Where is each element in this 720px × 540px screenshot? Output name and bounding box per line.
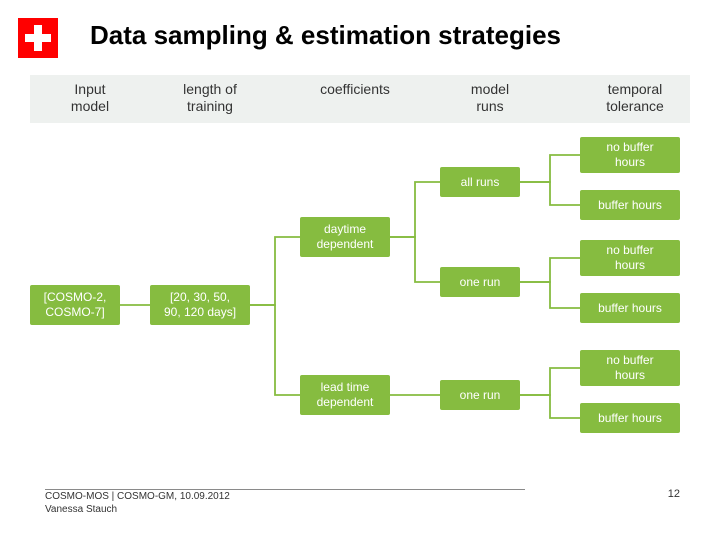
footer-line2: Vanessa Stauch — [45, 504, 117, 515]
tree-node: all runs — [440, 167, 520, 197]
column-header: modelruns — [450, 81, 530, 115]
column-header: temporaltolerance — [585, 81, 685, 115]
tree-node: [COSMO-2,COSMO-7] — [30, 285, 120, 325]
tree-node: no bufferhours — [580, 350, 680, 386]
tree-diagram: Inputmodel length oftraining coefficients m… — [30, 75, 690, 460]
tree-node: buffer hours — [580, 403, 680, 433]
swiss-logo — [18, 18, 58, 58]
tree-node: buffer hours — [580, 293, 680, 323]
tree-node: no bufferhours — [580, 240, 680, 276]
footer-text: COSMO-MOS | COSMO-GM, 10.09.2012 Vanessa… — [45, 490, 230, 516]
slide-title: Data sampling & estimation strategies — [90, 20, 561, 51]
tree-node: buffer hours — [580, 190, 680, 220]
tree-node: one run — [440, 380, 520, 410]
column-header: Inputmodel — [45, 81, 135, 115]
tree-node: lead timedependent — [300, 375, 390, 415]
tree-node: one run — [440, 267, 520, 297]
tree-node: daytimedependent — [300, 217, 390, 257]
column-header: length oftraining — [160, 81, 260, 115]
footer-line1: COSMO-MOS | COSMO-GM, 10.09.2012 — [45, 491, 230, 502]
tree-node: [20, 30, 50,90, 120 days] — [150, 285, 250, 325]
column-header: coefficients — [305, 81, 405, 98]
page-number: 12 — [668, 488, 680, 500]
tree-node: no bufferhours — [580, 137, 680, 173]
